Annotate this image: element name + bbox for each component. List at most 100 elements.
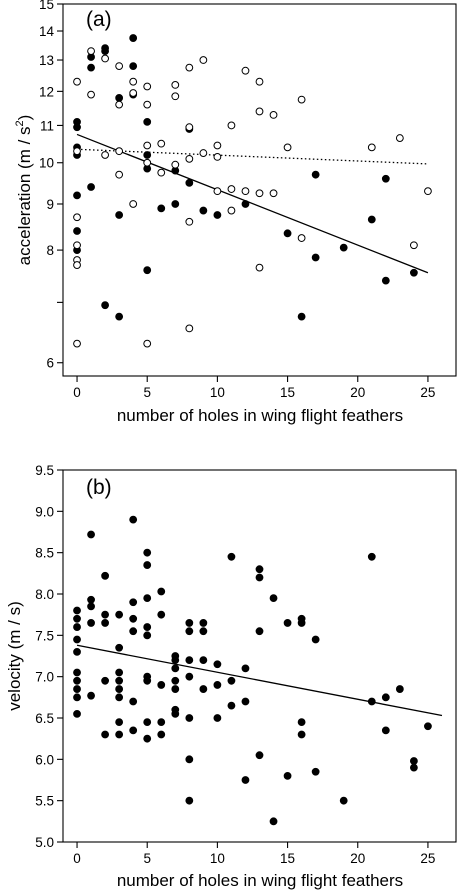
y-tick-label: 8: [46, 243, 54, 258]
data-point-filled: [339, 243, 348, 252]
data-point-filled: [115, 685, 124, 693]
velocity-y-axis-label: velocity (m / s): [5, 601, 24, 711]
data-point-filled: [87, 691, 95, 700]
data-point-filled: [115, 94, 124, 102]
data-point-filled: [283, 229, 292, 238]
acceleration-panel: (a) acceleration (m / s2) number of hole…: [14, 0, 457, 425]
data-point-open: [73, 147, 81, 156]
data-point-filled: [185, 714, 194, 722]
data-point-filled: [157, 718, 166, 727]
x-tick-label: 20: [350, 851, 365, 866]
y-tick-label: 7.5: [35, 628, 54, 643]
data-point-filled: [101, 730, 110, 739]
data-point-filled: [73, 606, 81, 615]
data-point-filled: [283, 771, 292, 780]
data-point-filled: [269, 594, 278, 603]
data-point-filled: [129, 598, 138, 607]
data-point-filled: [143, 151, 152, 159]
data-point-open: [73, 339, 81, 348]
data-point-filled: [227, 552, 236, 561]
data-point-filled: [381, 726, 390, 735]
data-point-open: [255, 107, 264, 116]
velocity-panel-label: (b): [86, 476, 112, 499]
data-point-filled: [241, 664, 250, 673]
data-point-open: [185, 217, 194, 226]
data-point-open: [171, 160, 180, 169]
data-point-open: [143, 339, 152, 348]
data-point-filled: [157, 610, 166, 619]
data-point-filled: [143, 734, 152, 743]
data-point-filled: [171, 709, 180, 718]
acceleration-y-label-superscript: 2: [14, 120, 26, 126]
x-tick-label: 5: [143, 385, 151, 400]
data-point-filled: [73, 647, 81, 656]
data-point-filled: [185, 672, 194, 681]
data-point-filled: [255, 627, 264, 636]
data-point-filled: [171, 685, 180, 693]
data-point-open: [199, 56, 208, 64]
data-point-filled: [185, 796, 194, 805]
data-point-filled: [115, 668, 124, 677]
data-point-filled: [143, 718, 152, 727]
y-tick-label: 14: [39, 24, 55, 39]
data-point-filled: [73, 623, 81, 631]
y-tick-label: 9.5: [35, 463, 54, 478]
data-point-filled: [241, 200, 250, 208]
data-point-open: [87, 90, 95, 99]
data-point-filled: [73, 123, 81, 132]
data-point-open: [255, 77, 264, 86]
data-point-filled: [129, 697, 138, 706]
data-point-filled: [171, 656, 180, 665]
data-point-open: [73, 241, 81, 250]
acceleration-y-axis-label: acceleration (m / s2): [14, 115, 34, 266]
data-point-filled: [115, 610, 124, 619]
data-point-filled: [199, 627, 208, 636]
data-point-open: [227, 185, 236, 193]
y-tick-label: 9.0: [35, 504, 54, 519]
data-point-filled: [185, 619, 194, 627]
data-point-open: [409, 241, 418, 250]
data-point-filled: [199, 685, 208, 693]
data-point-open: [269, 110, 278, 119]
x-tick-label: 0: [73, 851, 81, 866]
data-point-filled: [115, 643, 124, 652]
x-tick-label: 5: [143, 851, 151, 866]
data-point-filled: [87, 595, 95, 604]
velocity-y-axis: 5.0 5.5 6.0 6.5 7.0 7.5 8.0 8.5 9.0 9.5: [35, 463, 63, 850]
data-point-filled: [409, 763, 418, 772]
x-tick-label: 25: [420, 385, 435, 400]
data-point-filled: [101, 676, 110, 685]
data-point-open: [424, 187, 432, 196]
data-point-filled: [73, 635, 81, 644]
data-point-filled: [199, 619, 208, 627]
data-point-filled: [185, 627, 194, 636]
data-point-filled: [185, 755, 194, 764]
data-point-filled: [129, 726, 138, 735]
data-point-open: [227, 121, 236, 130]
data-point-filled: [73, 614, 81, 623]
data-point-filled: [129, 34, 138, 42]
data-point-filled: [73, 693, 81, 702]
data-point-open: [143, 82, 152, 91]
data-point-open: [171, 92, 180, 101]
data-point-open: [129, 77, 138, 86]
data-point-filled: [185, 656, 194, 665]
data-point-filled: [381, 276, 390, 285]
y-tick-label: 8.5: [35, 546, 54, 561]
data-point-filled: [157, 681, 166, 689]
data-point-open: [185, 63, 194, 72]
data-point-filled: [395, 685, 404, 693]
data-point-filled: [367, 215, 376, 224]
data-point-filled: [297, 312, 306, 321]
data-point-filled: [171, 200, 180, 208]
acceleration-x-axis: 0 5 10 15 20 25: [73, 376, 435, 400]
data-point-filled: [129, 627, 138, 636]
data-point-filled: [157, 587, 166, 596]
data-point-filled: [255, 751, 264, 760]
data-point-filled: [73, 191, 81, 200]
y-tick-label: 7.0: [35, 670, 54, 685]
data-point-filled: [143, 676, 152, 685]
data-point-filled: [255, 573, 264, 582]
data-point-filled: [311, 635, 320, 644]
data-point-open: [255, 263, 264, 272]
